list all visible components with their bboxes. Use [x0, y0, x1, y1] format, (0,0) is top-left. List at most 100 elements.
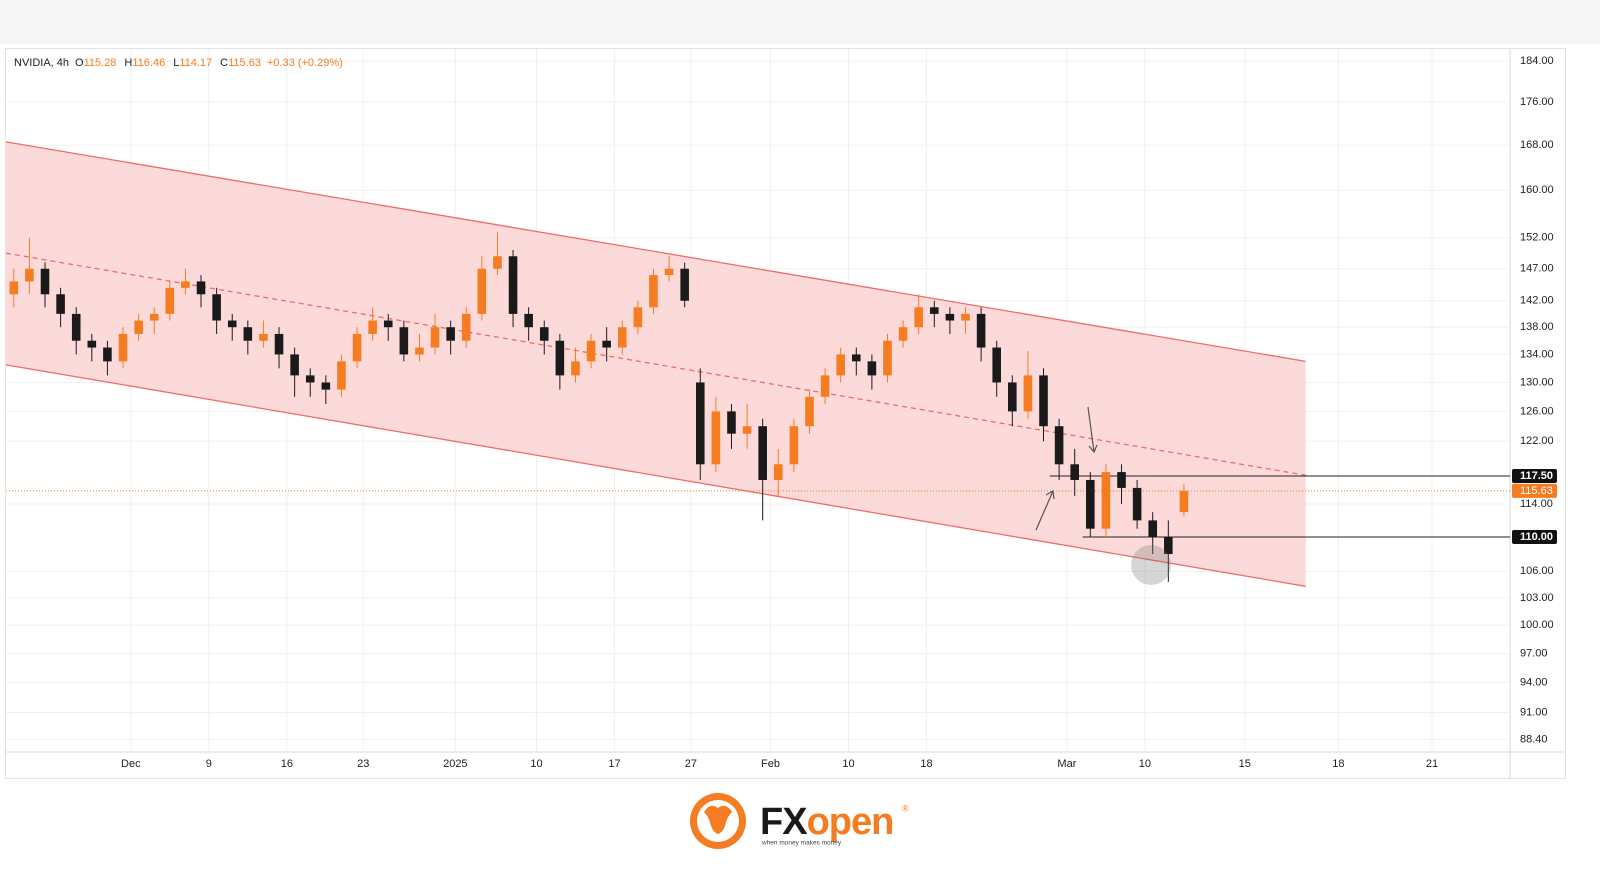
- candle-body: [399, 327, 409, 355]
- y-tick-label: 88.40: [1520, 733, 1548, 745]
- ohlc-value: 115.28: [84, 57, 117, 69]
- candle-body: [149, 313, 159, 321]
- ohlc-key: H: [124, 57, 132, 69]
- candle-body: [976, 313, 986, 348]
- y-tick-label: 134.00: [1520, 348, 1554, 360]
- candle-body: [789, 426, 799, 465]
- x-tick-label: Feb: [761, 758, 780, 770]
- y-tick-label: 152.00: [1520, 232, 1554, 244]
- y-tick-label: 103.00: [1520, 592, 1554, 604]
- candle-body: [961, 313, 970, 321]
- candle-body: [1070, 464, 1080, 480]
- y-tick-label: 97.00: [1520, 647, 1548, 659]
- x-tick-label: 15: [1239, 758, 1251, 770]
- arrows: [1035, 406, 1098, 531]
- y-tick-label: 142.00: [1520, 295, 1554, 307]
- logo-brand-accent: open: [807, 801, 894, 843]
- candles: [9, 231, 1189, 582]
- candle-body: [1008, 382, 1017, 412]
- ohlc-value: 114.17: [179, 57, 212, 69]
- candle-body: [695, 382, 705, 465]
- candle-body: [1039, 375, 1048, 427]
- candle-body: [165, 287, 175, 314]
- x-tick-label: 18: [920, 758, 932, 770]
- channel: [5, 141, 1306, 587]
- highlight-circle: [1131, 545, 1171, 585]
- candle-body: [555, 340, 565, 376]
- candle-body: [617, 327, 627, 348]
- candle-body: [930, 307, 939, 314]
- candle-body: [883, 340, 892, 376]
- ohlc-key: L: [173, 57, 179, 69]
- y-tick-label: 138.00: [1520, 321, 1554, 333]
- ohlc-value: 115.63: [228, 57, 261, 69]
- candle-body: [1101, 472, 1111, 529]
- candle-body: [134, 320, 143, 334]
- logo-registered: ®: [902, 803, 909, 813]
- y-tick-label: 122.00: [1520, 435, 1554, 447]
- candle-body: [290, 354, 299, 376]
- candle-body: [571, 361, 580, 376]
- candle-body: [586, 340, 596, 362]
- candle-body: [493, 256, 502, 269]
- candle-body: [383, 320, 393, 328]
- candle-body: [25, 268, 34, 282]
- y-tick-label: 126.00: [1520, 405, 1554, 417]
- y-tick-label: 160.00: [1520, 184, 1554, 196]
- channel-middle: [5, 252, 1306, 476]
- x-tick-label: 2025: [443, 758, 467, 770]
- ohlc-key: O: [75, 57, 84, 69]
- candle-body: [664, 268, 674, 276]
- candle-body: [1148, 520, 1158, 538]
- candle-body: [1054, 426, 1064, 465]
- x-tick-label: 10: [530, 758, 542, 770]
- level-label: 117.50: [1520, 470, 1553, 482]
- candle-body: [836, 354, 845, 376]
- candle-body: [867, 361, 877, 376]
- candle-body: [1086, 479, 1095, 529]
- candle-body: [1179, 490, 1189, 513]
- level-box: [1512, 530, 1557, 545]
- x-tick-label: 16: [281, 758, 293, 770]
- candle-body: [181, 281, 190, 288]
- y-tick-label: 168.00: [1520, 139, 1554, 151]
- y-tick-label: 106.00: [1520, 565, 1554, 577]
- legend-header: NVIDIA, 4h O115.28 H116.46 L114.17 C115.63 +0…: [14, 57, 343, 69]
- logo-bull: [704, 805, 732, 834]
- candle-body: [602, 340, 611, 348]
- ohlc-key: C: [220, 57, 228, 69]
- candle-body: [212, 294, 221, 321]
- symbol: NVIDIA, 4h: [14, 57, 69, 69]
- last-price-box: [1512, 483, 1557, 498]
- candle-body: [945, 313, 955, 321]
- candle-body: [914, 307, 923, 328]
- channel-lower: [5, 364, 1306, 587]
- arrow-down: [1087, 406, 1095, 453]
- candle-body: [259, 333, 268, 341]
- x-tick-label: 9: [206, 758, 212, 770]
- y-tick-label: 176.00: [1520, 96, 1554, 108]
- candle-body: [742, 426, 752, 434]
- last-price-label: 115.63: [1520, 485, 1553, 497]
- candle-body: [337, 361, 346, 390]
- candle-body: [773, 464, 783, 480]
- candle-body: [852, 354, 861, 362]
- x-tick-label: 27: [685, 758, 697, 770]
- change: +0.33 (+0.29%): [267, 57, 343, 69]
- x-tick-label: 10: [842, 758, 854, 770]
- candle-body: [243, 327, 253, 341]
- arrow-up-head: [1045, 490, 1055, 500]
- candle-body: [415, 347, 424, 355]
- x-tick-label: Mar: [1057, 758, 1076, 770]
- candle-body: [446, 327, 455, 341]
- candle-body: [9, 281, 19, 295]
- x-tick-label: 10: [1139, 758, 1151, 770]
- candle-body: [40, 268, 50, 295]
- candle-body: [368, 320, 377, 334]
- y-tick-label: 91.00: [1520, 706, 1548, 718]
- x-tick-label: 23: [357, 758, 369, 770]
- candle-body: [352, 333, 362, 362]
- candle-body: [305, 375, 315, 383]
- candle-body: [196, 281, 206, 295]
